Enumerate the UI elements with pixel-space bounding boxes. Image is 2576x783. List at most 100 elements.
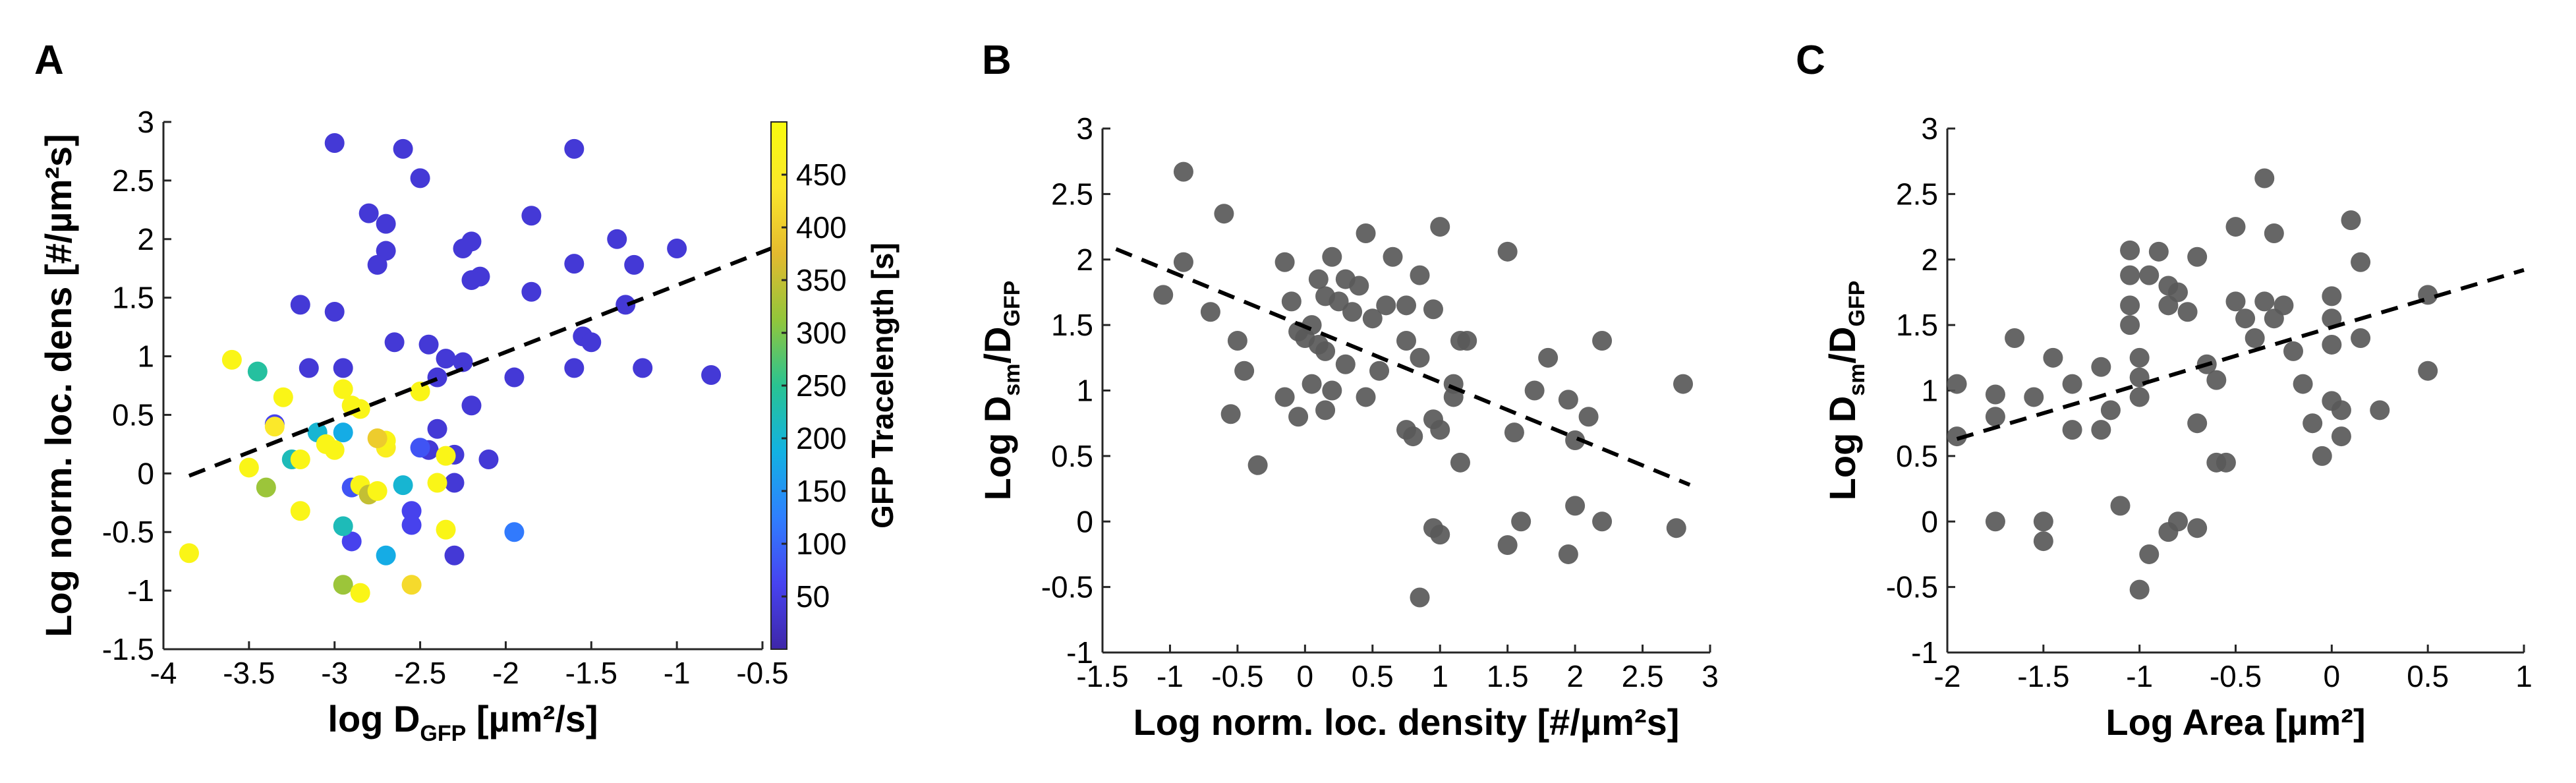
x-tick-label: -2 [1934,659,1961,693]
y-tick-label: -0.5 [1041,570,1093,604]
fit-line [1956,268,2525,441]
data-point [2091,420,2111,440]
y-tick-label: 0.5 [1896,439,1938,473]
data-point [1497,535,1518,556]
data-point [1153,285,1174,305]
data-point [367,481,387,501]
x-tick-label: 0 [1297,659,1314,693]
x-tick-label: -1 [1157,659,1184,693]
data-point [1335,354,1356,374]
colorbar-tick-label: 150 [796,474,847,508]
data-point [2148,241,2169,262]
data-point [1457,330,1477,351]
data-point [1173,161,1193,182]
data-point [290,295,310,315]
data-point [273,387,293,407]
x-tick-label: 1.5 [1487,659,1529,693]
data-point [376,214,396,234]
data-point [1403,426,1423,447]
data-point [410,381,430,401]
y-tick-label: 0 [137,456,154,490]
panel-a-scatter: -4 -3.5 -3 -2.5 -2 -1.5 -1 -0.5 -1.5 -1 -0.5 0 0.5 1 1… [38,105,900,746]
data-point [521,281,542,302]
panel-label-a: A [34,38,64,83]
data-point [2110,496,2131,516]
data-point [2370,400,2390,420]
data-point [427,473,447,493]
x-tick-label: 0 [2324,659,2341,693]
y-tick-label: -1 [1066,635,1093,670]
data-point [2322,286,2342,306]
data-point [2062,374,2082,394]
data-point [2091,357,2111,377]
data-point [1315,400,1336,420]
x-tick-label: -1 [2126,659,2153,693]
data-point [2274,295,2294,316]
data-point [1281,291,1302,312]
data-point [2331,400,2351,420]
data-point [2293,374,2313,394]
data-point [350,583,370,603]
data-point [324,133,345,153]
x-tick-label: 0.5 [1352,659,1394,693]
data-point [1430,525,1450,545]
data-point [2043,347,2063,368]
data-point [358,203,379,223]
y-tick-label: 1 [1076,374,1093,408]
y-tick-label: 0.5 [1051,439,1093,473]
data-point [1410,265,1430,285]
data-point [2322,308,2342,329]
data-point [333,358,353,378]
data-point [427,367,447,388]
colorbar-tick-label: 50 [796,579,830,614]
data-point [1308,269,1329,289]
colorbar-tick-label: 450 [796,158,847,192]
data-point [1450,452,1470,473]
data-point [564,358,585,378]
data-point [333,516,353,536]
data-point [1274,387,1295,407]
y-tick-label: 2 [1921,243,1938,277]
y-tick-label: 2 [1076,243,1093,277]
data-point [2312,446,2332,466]
data-point [1322,380,1342,401]
data-point [2351,328,2371,348]
y-tick-label: -0.5 [102,515,154,549]
y-tick-label: 0 [1921,504,1938,538]
data-point [2120,295,2140,316]
data-point [1173,252,1193,272]
x-axis-label: Log Area [µm²] [2105,701,2365,743]
data-point [461,395,482,416]
y-tick-label: 2.5 [1896,177,1938,211]
panel-b-scatter: -1.5 -1 -0.5 0 0.5 1 1.5 2 2.5 3-1-0.500.511.522.… [977,111,1719,743]
data-point [701,365,722,385]
data-point [478,450,499,469]
data-point [333,575,353,595]
colorbar-tick-label: 200 [796,421,847,455]
data-point [2341,210,2361,231]
data-point [1592,330,1613,351]
data-point [1504,422,1524,443]
data-point [633,358,653,378]
data-point [521,206,542,226]
x-tick-label: -1.5 [2017,659,2069,693]
x-tick-label: 0.5 [2407,659,2449,693]
data-point [239,457,259,478]
data-point [461,270,482,290]
data-point [1578,407,1599,427]
x-tick-label: -0.5 [2210,659,2262,693]
data-point [2235,308,2256,329]
data-point [376,545,396,566]
data-point [1214,204,1234,224]
data-point [316,434,336,454]
x-tick-label: 3 [1702,659,1719,693]
colorbar-label: GFP Tracelength [s] [865,243,900,529]
data-point [1315,341,1336,361]
data-point [1288,407,1309,427]
y-tick-label: 2 [137,222,154,256]
data-point [1558,544,1578,564]
data-point [384,332,405,353]
x-tick-label: -0.5 [736,656,788,690]
colorbar-tick-label: 400 [796,210,847,245]
data-point [436,446,456,466]
